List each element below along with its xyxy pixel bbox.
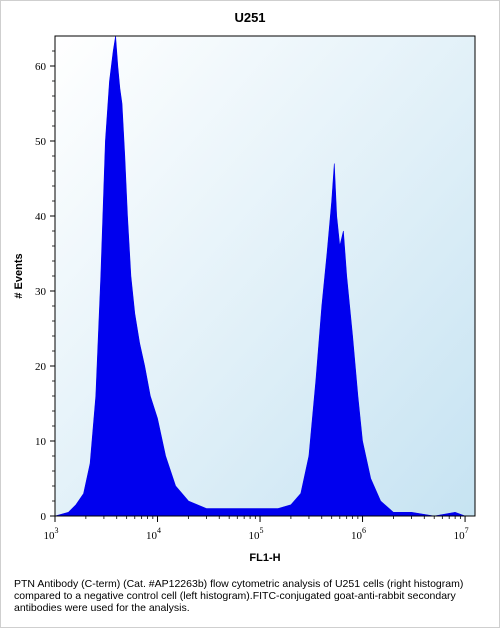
y-tick-label: 30: [35, 286, 47, 298]
y-axis-label: # Events: [13, 253, 25, 298]
y-tick-label: 20: [35, 361, 47, 373]
histogram-chart: 0 10 20 30 40 50 60 103 104 105 106 107 U251 FL1-H…: [13, 10, 476, 564]
x-tick-label: 107: [454, 526, 469, 542]
x-tick-label: 104: [146, 526, 161, 542]
y-tick-layer: 0 10 20 30 40 50 60: [35, 50, 55, 523]
series-layer: [54, 35, 466, 517]
x-tick-label: 103: [44, 526, 59, 542]
histogram-figure: 0 10 20 30 40 50 60 103 104 105 106 107 U251 FL1-H…: [13, 10, 476, 564]
x-tick-layer: 103 104 105 106 107: [44, 516, 469, 542]
y-tick-label: 60: [35, 61, 47, 73]
figure-caption: PTN Antibody (C-term) (Cat. #AP12263b) f…: [14, 578, 464, 614]
y-tick-label: 50: [35, 136, 47, 148]
histogram-series-0: [54, 35, 466, 517]
y-tick-label: 10: [35, 436, 47, 448]
y-tick-label: 0: [41, 511, 47, 523]
y-tick-label: 40: [35, 211, 47, 223]
x-tick-label: 106: [351, 526, 366, 542]
x-tick-label: 105: [249, 526, 264, 542]
x-axis-label: FL1-H: [249, 552, 280, 564]
chart-title: U251: [234, 10, 265, 25]
